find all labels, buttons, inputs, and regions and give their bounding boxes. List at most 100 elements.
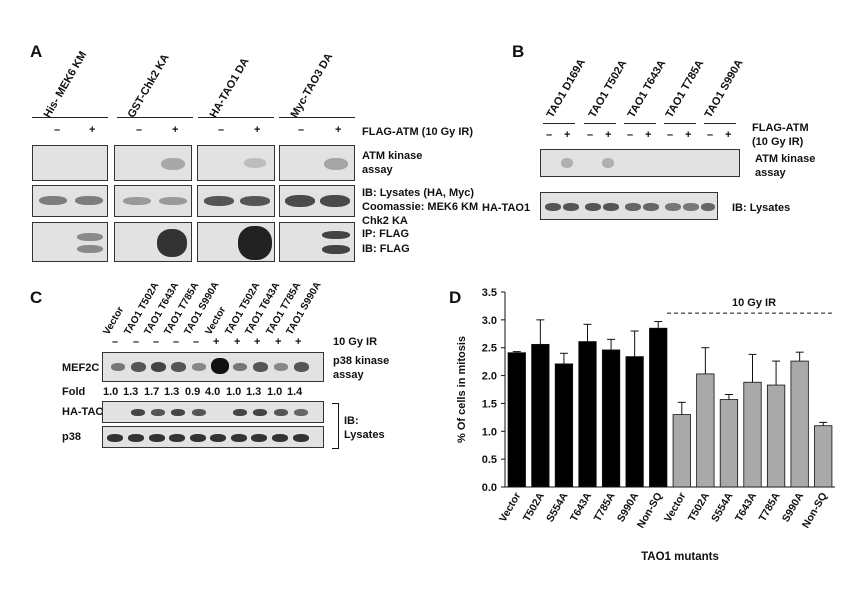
blot-b-r2 bbox=[540, 192, 718, 220]
blot-c-p38 bbox=[102, 426, 324, 448]
y-tick-label: 0.0 bbox=[482, 482, 497, 494]
panel-c-p38-label: p38 bbox=[62, 431, 81, 443]
panel-b-ha-tao1-label: HA-TAO1 bbox=[482, 202, 531, 214]
blot-a-r3-3 bbox=[197, 222, 275, 262]
panel-b-underline bbox=[584, 123, 616, 124]
blot-c-mef2c bbox=[102, 352, 324, 382]
blot-c-hatao1 bbox=[102, 401, 324, 423]
panel-a-row3-label: IP: FLAG bbox=[362, 228, 410, 240]
panel-a-underline-1 bbox=[32, 117, 108, 118]
lane-sign: – bbox=[587, 129, 594, 141]
panel-d-label: D bbox=[449, 288, 462, 307]
blot-b-r1 bbox=[540, 149, 740, 177]
lane-sign: + bbox=[685, 129, 692, 141]
blot-a-r1-1 bbox=[32, 145, 108, 181]
panel-a-row2-label: Chk2 KA bbox=[362, 215, 408, 227]
panel-a-row2-label: IB: Lysates (HA, Myc) bbox=[362, 187, 475, 199]
lane-sign: + bbox=[254, 124, 261, 136]
lane-sign: – bbox=[218, 124, 225, 136]
lane-sign: – bbox=[707, 129, 714, 141]
panel-b-underline bbox=[704, 123, 736, 124]
fold-value: 1.3 bbox=[123, 386, 139, 398]
lane-sign: – bbox=[153, 336, 160, 348]
lane-sign: + bbox=[564, 129, 571, 141]
fold-value: 1.3 bbox=[164, 386, 180, 398]
blot-a-r3-1 bbox=[32, 222, 108, 262]
panel-b-row2-label: IB: Lysates bbox=[732, 202, 791, 214]
bar bbox=[649, 327, 668, 488]
blot-a-r1-2 bbox=[114, 145, 192, 181]
fold-value: 4.0 bbox=[205, 386, 221, 398]
x-tick-label: T643A bbox=[568, 490, 594, 524]
panel-a-underline-3 bbox=[198, 117, 274, 118]
x-tick-label: Vector bbox=[662, 491, 688, 525]
lane-sign: + bbox=[725, 129, 732, 141]
panel-b-treatment: (10 Gy IR) bbox=[752, 136, 804, 148]
blot-a-r3-4 bbox=[279, 222, 355, 262]
blot-a-r1-4 bbox=[279, 145, 355, 181]
panel-a-row2-label: Coomassie: MEK6 KM bbox=[362, 201, 479, 213]
x-tick-label: S554A bbox=[544, 490, 571, 524]
panel-a-underline-4 bbox=[279, 117, 355, 118]
lane-sign: – bbox=[546, 129, 553, 141]
fold-value: 1.7 bbox=[144, 386, 160, 398]
blot-a-r2-1 bbox=[32, 185, 108, 217]
lane-sign: – bbox=[133, 336, 140, 348]
x-tick-label: S554A bbox=[709, 490, 736, 524]
lane-sign: – bbox=[298, 124, 305, 136]
panel-c-ib-label: IB: bbox=[344, 415, 359, 427]
panel-a-treatment: FLAG-ATM (10 Gy IR) bbox=[362, 126, 474, 138]
panel-c-ib-bracket bbox=[332, 403, 339, 449]
y-tick-label: 2.5 bbox=[482, 343, 497, 355]
blot-a-r1-3 bbox=[197, 145, 275, 181]
x-tick-label: T643A bbox=[733, 490, 759, 524]
blot-a-r2-3 bbox=[197, 185, 275, 217]
panel-c-p38-kinase-label: assay bbox=[333, 369, 364, 381]
panel-c-label: C bbox=[30, 288, 43, 307]
panel-b-treatment: FLAG-ATM bbox=[752, 122, 809, 134]
panel-c-ha-tao1-label: HA-TAO1 bbox=[62, 406, 111, 418]
lane-sign: + bbox=[213, 336, 220, 348]
lane-sign: – bbox=[54, 124, 61, 136]
bar bbox=[790, 360, 809, 488]
y-axis-label: % Of cells in mitosis bbox=[456, 336, 468, 443]
panel-c-fold-label: Fold bbox=[62, 386, 86, 398]
bar bbox=[766, 384, 786, 488]
panel-c-mef2c-label: MEF2C bbox=[62, 362, 100, 374]
lane-sign: + bbox=[275, 336, 282, 348]
panel-a-row3-label: IB: FLAG bbox=[362, 243, 410, 255]
x-axis-label: TAO1 mutants bbox=[641, 551, 719, 563]
bar bbox=[601, 349, 621, 488]
lane-sign: – bbox=[136, 124, 143, 136]
panel-b-row1-label: ATM kinase bbox=[755, 153, 816, 165]
ir-annotation: 10 Gy IR bbox=[732, 297, 776, 309]
lane-sign: + bbox=[234, 336, 241, 348]
y-tick-label: 3.5 bbox=[482, 287, 497, 299]
fold-value: 1.0 bbox=[267, 386, 283, 398]
lane-sign: – bbox=[667, 129, 674, 141]
panel-b-row1-label: assay bbox=[755, 167, 786, 179]
x-tick-label: Vector bbox=[497, 491, 523, 525]
panel-c-ib-label: Lysates bbox=[344, 429, 385, 441]
bar bbox=[719, 399, 739, 488]
panel-a-row1-label: ATM kinase bbox=[362, 150, 423, 162]
fold-value: 1.0 bbox=[103, 386, 119, 398]
blot-a-r3-2 bbox=[114, 222, 192, 262]
bar bbox=[531, 343, 550, 488]
bar bbox=[625, 356, 644, 488]
panel-b-label: B bbox=[512, 42, 525, 61]
panel-a-label: A bbox=[30, 42, 43, 61]
bar bbox=[672, 414, 691, 488]
y-tick-label: 1.0 bbox=[482, 426, 497, 438]
y-tick-label: 3.0 bbox=[482, 315, 497, 327]
fold-value: 1.0 bbox=[226, 386, 242, 398]
blot-a-r2-4 bbox=[279, 185, 355, 217]
bar bbox=[814, 425, 833, 488]
lane-sign: + bbox=[172, 124, 179, 136]
bar bbox=[578, 341, 597, 488]
panel-b-underline bbox=[664, 123, 696, 124]
lane-sign: + bbox=[645, 129, 652, 141]
fold-value: 1.4 bbox=[287, 386, 303, 398]
lane-sign: – bbox=[627, 129, 634, 141]
